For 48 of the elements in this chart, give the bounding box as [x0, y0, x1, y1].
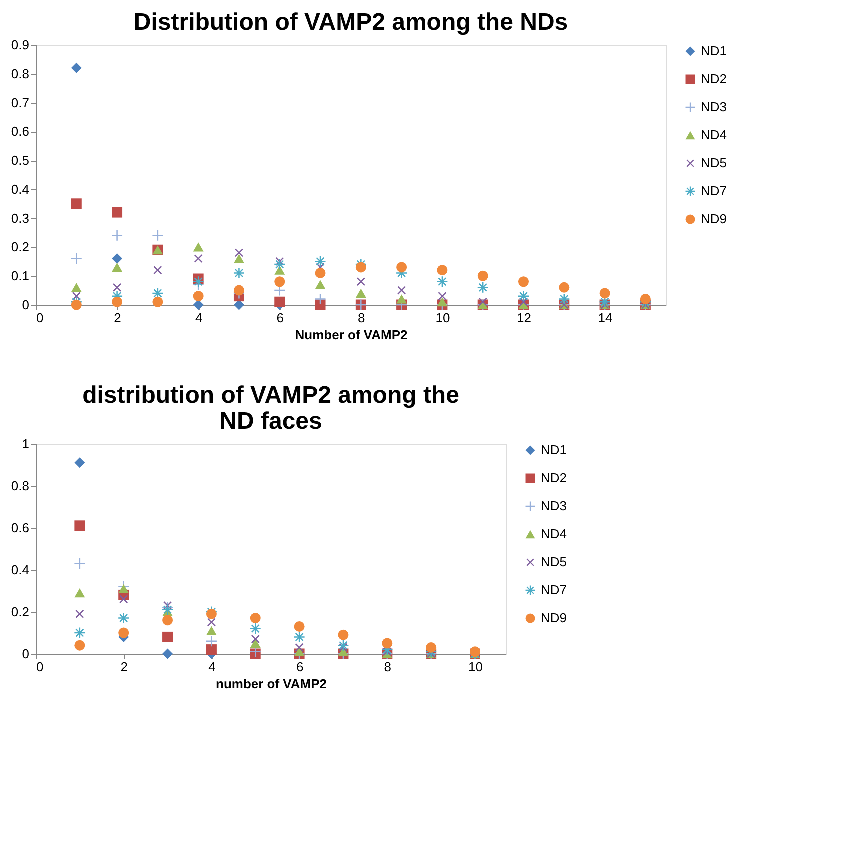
legend-label: ND1 [701, 44, 728, 58]
x-axis-title: number of VAMP2 [216, 676, 327, 692]
chart-title: Distribution of VAMP2 among the NDs [134, 9, 568, 36]
x-tick-label: 10 [468, 660, 483, 674]
legend-label: ND3 [701, 100, 728, 114]
x-tick-label: 0 [36, 310, 44, 326]
x-tick-label: 2 [114, 310, 122, 326]
legend-label: ND4 [541, 526, 568, 542]
legend-label: ND5 [701, 156, 728, 170]
y-tick-label: 0.2 [11, 240, 30, 255]
y-tick-label: 0.4 [11, 182, 30, 197]
x-tick-label: 12 [517, 310, 532, 326]
y-tick-label: 1 [22, 436, 30, 452]
legend-label: ND7 [541, 582, 568, 598]
y-tick-label: 0.5 [11, 153, 30, 168]
legend-label: ND7 [701, 184, 728, 198]
legend-label: ND9 [701, 212, 728, 226]
y-tick-label: 0.6 [11, 520, 30, 536]
x-tick-label: 8 [358, 310, 366, 326]
legend-label: ND5 [541, 554, 568, 570]
x-axis-title: Number of VAMP2 [295, 328, 408, 342]
legend-label: ND2 [701, 72, 728, 86]
chart-title: distribution of VAMP2 among the ND faces [82, 382, 460, 435]
legend-label: ND1 [541, 442, 568, 458]
x-tick-label: 4 [195, 310, 203, 326]
y-tick-label: 0.8 [11, 66, 30, 82]
x-tick-label: 14 [598, 310, 613, 326]
y-tick-label: 0 [22, 298, 30, 312]
x-tick-label: 8 [384, 660, 392, 674]
x-tick-label: 2 [120, 660, 128, 674]
x-tick-label: 4 [208, 660, 216, 674]
y-tick-label: 0.7 [11, 95, 30, 110]
legend-label: ND4 [701, 128, 728, 142]
y-tick-label: 0.9 [11, 38, 30, 52]
legend-label: ND2 [541, 470, 568, 486]
x-tick-label: 0 [36, 660, 44, 674]
legend-label: ND9 [541, 610, 568, 626]
y-tick-label: 0.2 [11, 604, 30, 620]
y-tick-label: 0.6 [11, 124, 30, 140]
y-tick-label: 0.3 [11, 210, 30, 226]
legend-label: ND3 [541, 498, 568, 514]
x-tick-label: 6 [276, 310, 284, 326]
x-tick-label: 10 [436, 310, 450, 326]
y-tick-label: 0.4 [11, 562, 30, 578]
y-tick-label: 0.8 [11, 478, 30, 494]
y-tick-label: 0 [22, 646, 30, 662]
x-tick-label: 6 [296, 660, 304, 674]
y-tick-label: 0.1 [11, 268, 30, 284]
